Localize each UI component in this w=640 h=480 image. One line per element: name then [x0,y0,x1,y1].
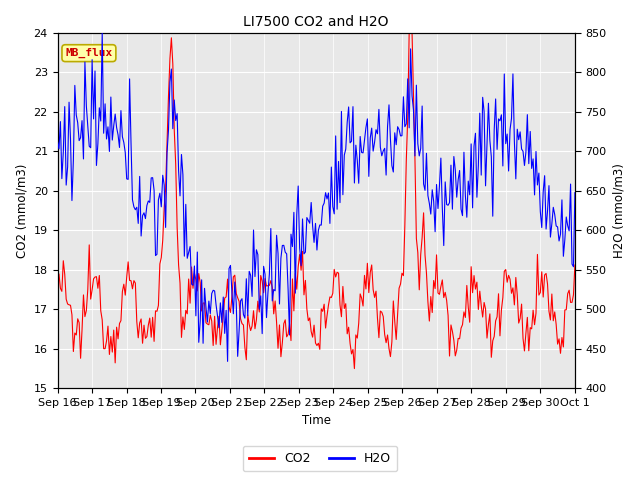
X-axis label: Time: Time [301,414,331,427]
Title: LI7500 CO2 and H2O: LI7500 CO2 and H2O [243,15,389,29]
Y-axis label: CO2 (mmol/m3): CO2 (mmol/m3) [15,164,28,258]
Text: MB_flux: MB_flux [65,48,113,58]
Y-axis label: H2O (mmol/m3): H2O (mmol/m3) [612,163,625,258]
Legend: CO2, H2O: CO2, H2O [243,446,397,471]
